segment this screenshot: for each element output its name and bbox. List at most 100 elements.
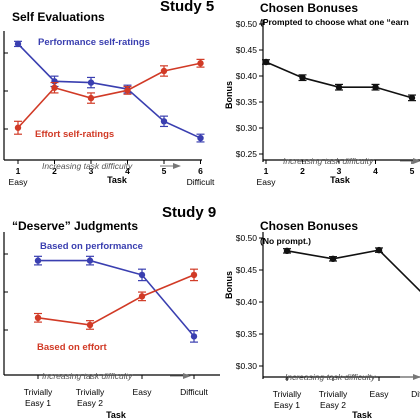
x-tick-label: Easy 2 — [77, 398, 103, 408]
difficulty-annotation: Increasing task difficulty — [283, 156, 374, 166]
x-tick-label: 5 — [162, 166, 167, 176]
y-tick-label: $0.40 — [236, 71, 258, 81]
chart-subtitle: (Prompted to choose what one “earn — [260, 17, 409, 27]
series-label: Effort self-ratings — [35, 129, 114, 140]
x-tick-label: Difficult — [187, 177, 215, 187]
series-2: Based on effort — [34, 268, 198, 353]
data-point — [197, 60, 204, 67]
series-label: Performance self-ratings — [38, 37, 150, 48]
chart-title: Self Evaluations — [12, 10, 105, 24]
y-tick-label: $0.35 — [236, 329, 258, 339]
chart-title: Chosen Bonuses — [260, 1, 358, 15]
data-point — [86, 321, 94, 329]
x-tick-label: Easy 1 — [25, 398, 51, 408]
difficulty-annotation: Increasing task difficulty — [42, 161, 133, 171]
chart-title: “Deserve” Judgments — [12, 219, 138, 233]
y-tick-label: $0.50 — [236, 19, 258, 29]
data-point — [87, 79, 95, 86]
data-point — [86, 257, 94, 264]
y-tick-label: $0.25 — [236, 149, 258, 159]
series-line — [38, 259, 195, 337]
data-point — [34, 257, 42, 264]
x-tick-label: 5 — [410, 166, 415, 176]
difficulty-annotation: Increasing task difficulty — [285, 372, 376, 382]
study-title-bottom: Study 9 — [162, 204, 216, 221]
x-tick-label: Easy 1 — [274, 400, 300, 410]
x-tick-label: Trivially — [76, 387, 105, 397]
x-axis-label: Task — [107, 175, 128, 185]
x-tick-label: Difficult — [180, 387, 208, 397]
data-point — [190, 271, 198, 279]
y-axis-label: Bonus — [224, 271, 234, 299]
x-tick-label: 3 — [89, 166, 94, 176]
series-line — [286, 249, 420, 292]
series-label: Based on performance — [40, 241, 143, 252]
y-tick-label: $0.30 — [236, 361, 258, 371]
data-point — [329, 255, 337, 263]
difficulty-annotation: Increasing task difficulty — [42, 371, 133, 381]
x-tick-label: Trivially — [273, 389, 302, 399]
y-tick-label: $0.50 — [236, 233, 258, 243]
series-1 — [283, 246, 420, 292]
data-point — [138, 271, 146, 279]
x-tick-label: Easy — [370, 389, 390, 399]
chart-panel-4: Chosen Bonuses (No prompt.)$0.50 $0.45 $0.4… — [224, 219, 420, 420]
x-tick-label: 1 — [264, 166, 269, 176]
x-tick-label: 4 — [373, 166, 378, 176]
series-line — [265, 61, 413, 99]
series-1 — [262, 58, 416, 102]
data-point — [408, 94, 416, 102]
x-tick-label: 4 — [125, 166, 130, 176]
y-axis-label: Bonus — [224, 81, 234, 109]
x-axis-label: Task — [352, 410, 373, 420]
data-point — [138, 293, 146, 300]
data-point — [160, 118, 168, 125]
data-point — [262, 58, 270, 66]
data-point — [372, 84, 379, 91]
data-point — [190, 333, 198, 340]
data-point — [51, 84, 58, 91]
x-tick-label: Difficult — [411, 389, 420, 399]
data-point — [124, 87, 131, 94]
data-point — [283, 247, 291, 255]
x-tick-label: Easy — [257, 177, 277, 187]
series-1: Based on performance — [34, 241, 198, 343]
x-tick-label: 1 — [16, 166, 21, 176]
x-axis-label: Task — [106, 410, 127, 420]
chart-subtitle: (No prompt.) — [260, 236, 311, 246]
study-title-top: Study 5 — [160, 0, 214, 15]
x-tick-label: Trivially — [24, 387, 53, 397]
data-point — [34, 314, 42, 321]
data-point — [87, 94, 95, 102]
data-point — [375, 246, 383, 254]
series-2: Effort self-ratings — [14, 58, 205, 140]
y-tick-label: $0.45 — [236, 265, 258, 275]
data-point — [299, 74, 306, 81]
series-line — [17, 43, 201, 139]
chart-title: Chosen Bonuses — [260, 219, 358, 233]
x-tick-label: Easy — [9, 177, 29, 187]
chart-panel-2: Chosen Bonuses (Prompted to choose what o… — [224, 1, 420, 187]
series-line — [37, 274, 195, 326]
y-tick-label: $0.40 — [236, 297, 258, 307]
x-tick-label: Easy — [133, 387, 153, 397]
data-point — [14, 124, 22, 131]
x-tick-label: Trivially — [319, 389, 348, 399]
series-line — [17, 62, 201, 129]
y-tick-label: $0.45 — [236, 45, 258, 55]
series-1: Performance self-ratings — [14, 37, 205, 143]
data-point — [197, 134, 204, 142]
data-point — [14, 40, 22, 48]
series-label: Based on effort — [37, 342, 108, 353]
x-tick-label: Easy 2 — [320, 400, 346, 410]
y-tick-label: $0.35 — [236, 97, 258, 107]
x-tick-label: 2 — [300, 166, 305, 176]
x-tick-label: 2 — [52, 166, 57, 176]
x-tick-label: 3 — [337, 166, 342, 176]
data-point — [335, 84, 343, 91]
y-tick-label: $0.30 — [236, 123, 258, 133]
data-point — [160, 67, 168, 75]
